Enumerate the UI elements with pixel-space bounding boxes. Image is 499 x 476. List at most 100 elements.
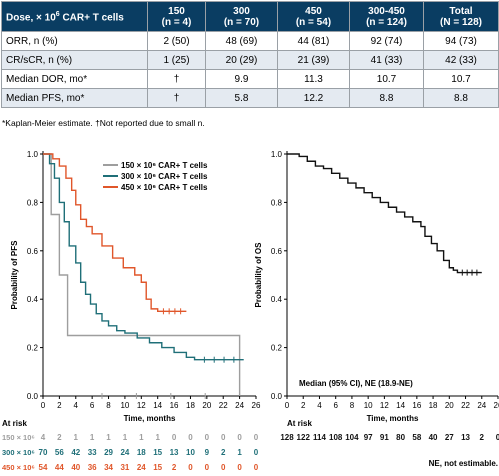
pfs-at-risk-value: 1 <box>90 433 95 442</box>
os-at-risk-value: 108 <box>329 433 343 442</box>
pfs-y-tick-label: 0.6 <box>27 247 39 256</box>
os-y-tick-label: 0.4 <box>271 295 283 304</box>
col-n: (n = 124) <box>366 16 407 28</box>
os-at-risk-value: 97 <box>364 433 373 442</box>
cell: 94 (73) <box>423 31 499 51</box>
pfs-x-tick-label: 10 <box>120 401 129 410</box>
pfs-at-risk-value: 13 <box>170 448 179 457</box>
table-row: CR/sCR, n (%) 1 (25) 20 (29) 21 (39) 41 … <box>1 50 499 70</box>
col-n: (n = 70) <box>223 16 260 28</box>
cell: 12.2 <box>277 88 350 108</box>
os-x-tick-label: 20 <box>445 401 454 410</box>
os-x-tick-label: 26 <box>494 401 499 410</box>
col-header: 300-450 (n = 124) <box>349 1 424 32</box>
col-n: (n = 54) <box>295 16 332 28</box>
os-at-risk-value: 104 <box>345 433 359 442</box>
os-at-risk-value: 122 <box>297 433 311 442</box>
os-x-tick-label: 4 <box>317 401 322 410</box>
col-n: (N = 128) <box>440 16 482 28</box>
os-at-risk-value: 91 <box>380 433 389 442</box>
cell: 42 (33) <box>423 50 499 70</box>
pfs-at-risk-value: 15 <box>153 463 162 472</box>
os-x-tick-label: 10 <box>364 401 373 410</box>
pfs-x-tick-label: 24 <box>235 401 244 410</box>
cell: 1 (25) <box>147 50 206 70</box>
os-y-tick-label: 0.2 <box>271 344 283 353</box>
dose-header-sup: 6 <box>55 11 60 19</box>
pfs-at-risk-value: 1 <box>123 433 128 442</box>
pfs-at-risk-value: 1 <box>106 433 111 442</box>
pfs-x-tick-label: 6 <box>90 401 95 410</box>
os-x-tick-label: 24 <box>477 401 486 410</box>
pfs-at-risk-value: 56 <box>55 448 64 457</box>
table-header-row: Dose, × 106 CAR+ T cells 150 (n = 4) 300(… <box>1 1 499 32</box>
os-at-risk-value: 58 <box>412 433 421 442</box>
pfs-x-tick-label: 14 <box>153 401 162 410</box>
os-x-tick-label: 22 <box>461 401 470 410</box>
pfs-x-tick-label: 16 <box>170 401 179 410</box>
pfs-at-risk-value: 0 <box>254 433 259 442</box>
os-at-risk-value: 80 <box>396 433 405 442</box>
pfs-at-risk-value: 0 <box>188 463 193 472</box>
os-at-risk-value: 13 <box>461 433 470 442</box>
dose-header: Dose, × 106 CAR+ T cells <box>1 1 148 32</box>
results-table: Dose, × 106 CAR+ T cells 150 (n = 4) 300(… <box>1 1 499 108</box>
pfs-at-risk-value: 0 <box>254 448 259 457</box>
pfs-at-risk-value: 18 <box>137 448 146 457</box>
pfs-at-risk-value: 1 <box>155 433 160 442</box>
pfs-at-risk-value: 70 <box>39 448 48 457</box>
os-x-tick-label: 12 <box>380 401 389 410</box>
pfs-at-risk-value: 36 <box>88 463 97 472</box>
pfs-at-risk-value: 24 <box>120 448 129 457</box>
pfs-at-risk-value: 4 <box>41 433 46 442</box>
pfs-x-tick-label: 22 <box>219 401 228 410</box>
pfs-at-risk-value: 0 <box>205 463 210 472</box>
cell: † <box>147 88 206 108</box>
pfs-at-risk-row-label: 450 × 10⁶ <box>2 463 35 472</box>
pfs-x-tick-label: 20 <box>202 401 211 410</box>
pfs-series-line-2 <box>43 153 187 312</box>
pfs-y-tick-label: 0.8 <box>27 198 39 207</box>
pfs-at-risk-value: 2 <box>172 463 177 472</box>
cell: 21 (39) <box>277 50 350 70</box>
cell: 8.8 <box>423 88 499 108</box>
row-label: Median PFS, mo* <box>1 88 148 108</box>
pfs-at-risk-value: 31 <box>120 463 129 472</box>
table-row: ORR, n (%) 2 (50) 48 (69) 44 (81) 92 (74… <box>1 31 499 51</box>
col-dose: 300 <box>233 5 250 17</box>
pfs-at-risk-value: 0 <box>237 433 242 442</box>
os-x-tick-label: 16 <box>412 401 421 410</box>
col-dose: 450 <box>305 5 322 17</box>
os-y-tick-label: 0.0 <box>271 392 283 401</box>
col-header: Total (N = 128) <box>423 1 499 32</box>
pfs-x-tick-label: 8 <box>106 401 111 410</box>
table-row: Median PFS, mo* † 5.8 12.2 8.8 8.8 <box>1 88 499 108</box>
col-dose: 300-450 <box>368 5 405 17</box>
pfs-at-risk-value: 2 <box>57 433 62 442</box>
pfs-x-tick-label: 26 <box>252 401 261 410</box>
pfs-legend-entry: 300 × 10⁶ CAR+ T cells <box>121 172 208 181</box>
os-at-risk-value: 114 <box>313 433 326 442</box>
pfs-y-tick-label: 0.0 <box>27 392 39 401</box>
os-x-tick-label: 8 <box>350 401 355 410</box>
os-x-axis-label: Time, months <box>367 414 419 423</box>
os-annotation: Median (95% CI), NE (18.9-NE) <box>299 379 413 388</box>
pfs-y-axis-label: Probability of PFS <box>10 240 19 310</box>
os-x-tick-label: 0 <box>285 401 290 410</box>
pfs-at-risk-value: 0 <box>172 433 177 442</box>
os-at-risk-label: At risk <box>287 419 312 428</box>
os-y-tick-label: 1.0 <box>271 150 283 159</box>
os-y-tick-label: 0.8 <box>271 198 283 207</box>
pfs-at-risk-value: 0 <box>188 433 193 442</box>
os-y-tick-label: 0.6 <box>271 247 283 256</box>
os-footnote: NE, not estimable. <box>429 459 498 468</box>
os-x-tick-label: 18 <box>429 401 438 410</box>
col-dose: 150 <box>168 5 185 17</box>
cell: 20 (29) <box>205 50 278 70</box>
pfs-series-line-0 <box>43 153 241 396</box>
pfs-y-tick-label: 0.2 <box>27 344 39 353</box>
pfs-at-risk-value: 44 <box>55 463 64 472</box>
pfs-at-risk-value: 0 <box>237 463 242 472</box>
col-header: 450 (n = 54) <box>277 1 350 32</box>
